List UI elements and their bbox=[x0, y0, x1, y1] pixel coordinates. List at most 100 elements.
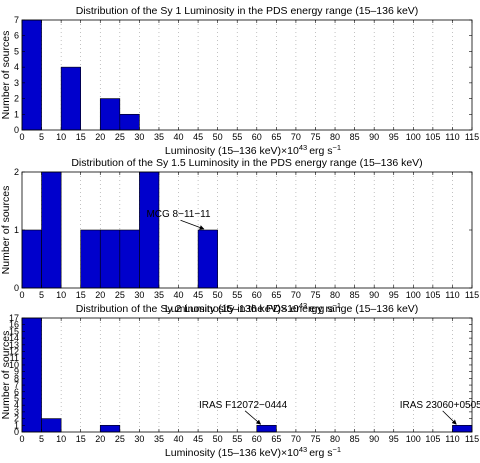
x-tick-label: 30 bbox=[134, 132, 144, 142]
y-tick-label: 5 bbox=[14, 46, 19, 56]
x-axis-label-unit-exponent: −1 bbox=[333, 301, 342, 310]
y-tick-label: 17 bbox=[9, 313, 19, 323]
annotation-arrow bbox=[244, 410, 262, 425]
y-tick-label: 6 bbox=[14, 31, 19, 41]
x-tick-label: 75 bbox=[310, 290, 320, 300]
x-tick-label: 25 bbox=[115, 290, 125, 300]
y-tick-label: 15 bbox=[9, 326, 19, 336]
annotation-arrow bbox=[180, 219, 205, 230]
histogram-bar bbox=[452, 424, 473, 433]
x-tick-label: 55 bbox=[232, 290, 242, 300]
x-tick-label: 20 bbox=[95, 434, 105, 444]
x-axis-label-unit-exponent: −1 bbox=[333, 143, 342, 152]
x-tick-label: 85 bbox=[350, 132, 360, 142]
x-tick-label: 100 bbox=[406, 290, 421, 300]
x-tick-label: 50 bbox=[213, 434, 223, 444]
histogram-bar bbox=[197, 229, 218, 289]
x-tick-label: 110 bbox=[445, 290, 459, 300]
histogram-bar bbox=[99, 424, 121, 433]
bars bbox=[21, 317, 473, 433]
axes-frame bbox=[21, 19, 473, 131]
y-tick-label: 1 bbox=[14, 225, 19, 235]
x-tick-label: 55 bbox=[232, 132, 242, 142]
x-tick-label: 85 bbox=[350, 290, 360, 300]
x-tick-label: 115 bbox=[465, 132, 479, 142]
y-tick-label: 0 bbox=[14, 125, 19, 135]
x-axis-label-text: Luminosity (15–136 keV)×10 bbox=[165, 303, 299, 315]
bars bbox=[21, 171, 218, 289]
x-axis-label-unit-exponent: −1 bbox=[333, 445, 342, 454]
histogram-bar bbox=[139, 171, 160, 289]
y-tick-label: 1 bbox=[14, 420, 19, 430]
annotation: IRAS 23060+0505 bbox=[400, 400, 480, 425]
y-tick-label: 9 bbox=[14, 367, 19, 377]
x-tick-label: 40 bbox=[174, 132, 184, 142]
y-tick-label: 4 bbox=[14, 62, 19, 72]
x-tick-label: 5 bbox=[39, 290, 44, 300]
y-tick-label: 7 bbox=[14, 15, 19, 25]
x-tick-label: 70 bbox=[291, 132, 301, 142]
x-tick-label: 100 bbox=[406, 434, 421, 444]
x-tick-label: 55 bbox=[232, 434, 242, 444]
y-axis-label: Number of sources bbox=[0, 331, 12, 420]
x-axis-label: Luminosity (15–136 keV)×1043 erg s−1 bbox=[165, 143, 341, 157]
y-tick-label: 0 bbox=[14, 427, 19, 437]
y-tick-label: 6 bbox=[14, 387, 19, 397]
x-axis-label-exponent: 43 bbox=[299, 143, 307, 152]
x-tick-label: 5 bbox=[39, 132, 44, 142]
x-axis-label: Luminosity (15–136 keV)×1043 erg s−1 bbox=[165, 301, 341, 315]
x-axis-label-unit: erg s bbox=[309, 447, 332, 459]
x-tick-label: 30 bbox=[134, 290, 144, 300]
x-tick-label: 70 bbox=[291, 434, 301, 444]
y-tick-label: 16 bbox=[9, 320, 19, 330]
x-tick-label: 105 bbox=[425, 132, 440, 142]
x-axis-label-unit: erg s bbox=[309, 145, 332, 157]
x-axis: 0 5 10 15 20 25 30 35 40 45 50 55 60 65 70 75 80 85 90 95 10… bbox=[19, 318, 479, 444]
grid-lines bbox=[41, 318, 453, 432]
histogram-panel-3: Distribution of the Sy 2 Luminosity in t… bbox=[0, 303, 480, 459]
x-axis-label: Luminosity (15–136 keV)×1043 erg s−1 bbox=[165, 445, 341, 459]
x-tick-label: 45 bbox=[193, 132, 203, 142]
y-tick-label: 10 bbox=[9, 360, 19, 370]
x-tick-label: 10 bbox=[56, 132, 66, 142]
histogram-bar bbox=[21, 19, 42, 131]
x-tick-label: 0 bbox=[19, 434, 24, 444]
x-tick-label: 0 bbox=[19, 290, 24, 300]
y-tick-label: 5 bbox=[14, 393, 19, 403]
chart-title: Distribution of the Sy 1 Luminosity in t… bbox=[76, 5, 419, 17]
chart-title: Distribution of the Sy 2 Luminosity in t… bbox=[76, 303, 419, 315]
histogram-bar bbox=[119, 113, 140, 131]
x-tick-label: 80 bbox=[330, 434, 340, 444]
annotation: MCG 8−11−11 bbox=[146, 209, 211, 230]
histogram-bar bbox=[99, 98, 121, 131]
x-tick-label: 60 bbox=[252, 290, 262, 300]
x-tick-label: 90 bbox=[369, 434, 379, 444]
x-tick-label: 45 bbox=[193, 434, 203, 444]
y-tick-label: 2 bbox=[14, 167, 19, 177]
x-tick-label: 90 bbox=[369, 132, 379, 142]
histogram-bar bbox=[119, 229, 140, 289]
x-tick-label: 60 bbox=[252, 434, 262, 444]
y-tick-label: 3 bbox=[14, 78, 19, 88]
x-tick-label: 85 bbox=[350, 434, 360, 444]
histogram-bar bbox=[80, 229, 101, 289]
x-axis-label-text: Luminosity (15–136 keV)×10 bbox=[165, 447, 299, 459]
x-tick-label: 20 bbox=[95, 132, 105, 142]
histogram-bar bbox=[21, 229, 42, 289]
x-tick-label: 25 bbox=[115, 132, 125, 142]
histogram-bar bbox=[99, 229, 121, 289]
x-tick-label: 40 bbox=[174, 290, 184, 300]
x-tick-label: 50 bbox=[213, 132, 223, 142]
y-tick-label: 4 bbox=[14, 400, 19, 410]
y-tick-label: 0 bbox=[14, 283, 19, 293]
x-tick-label: 105 bbox=[425, 434, 440, 444]
x-tick-label: 95 bbox=[389, 290, 399, 300]
x-axis-label-exponent: 43 bbox=[299, 445, 307, 454]
x-tick-label: 80 bbox=[330, 290, 340, 300]
x-tick-label: 15 bbox=[76, 132, 86, 142]
x-tick-label: 100 bbox=[406, 132, 421, 142]
x-tick-label: 35 bbox=[154, 132, 164, 142]
x-axis-label-exponent: 43 bbox=[299, 301, 307, 310]
